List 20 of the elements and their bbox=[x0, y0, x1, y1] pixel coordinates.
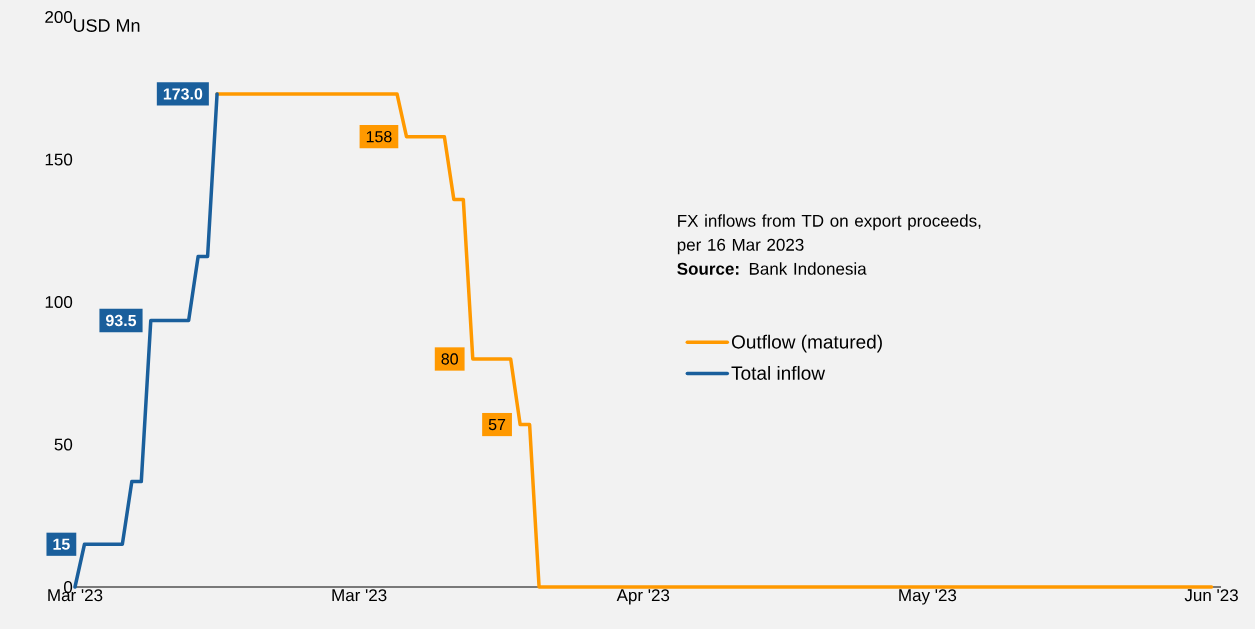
line-series bbox=[215, 92, 1214, 589]
data-label: 158 bbox=[366, 131, 392, 143]
data-label: 173.0 bbox=[163, 88, 203, 100]
x-tick-label: May '23 bbox=[899, 589, 957, 605]
y-tick-label: 50 bbox=[54, 438, 73, 451]
annotation: Source: Bank Indonesia bbox=[677, 262, 867, 275]
y-axis-title: USD Mn bbox=[73, 19, 140, 32]
legend-label: Outflow (matured) bbox=[731, 334, 882, 353]
x-tick-label: Apr '23 bbox=[616, 589, 670, 605]
x-tick-label: Mar '23 bbox=[332, 589, 387, 602]
y-tick-label: 150 bbox=[45, 153, 73, 166]
y-tick-label: 100 bbox=[45, 295, 73, 309]
x-tick-label: Jun '23 bbox=[1184, 589, 1238, 602]
data-label: 80 bbox=[441, 353, 458, 365]
data-label: 93.5 bbox=[105, 314, 137, 327]
y-tick-label: 200 bbox=[45, 10, 73, 24]
annotation: FX inflows from TD on export proceeds, per 16 Mar 2023 bbox=[677, 214, 981, 255]
legend-label: Total inflow bbox=[731, 365, 826, 380]
data-label: 57 bbox=[488, 418, 506, 431]
data-label: 15 bbox=[53, 538, 70, 550]
